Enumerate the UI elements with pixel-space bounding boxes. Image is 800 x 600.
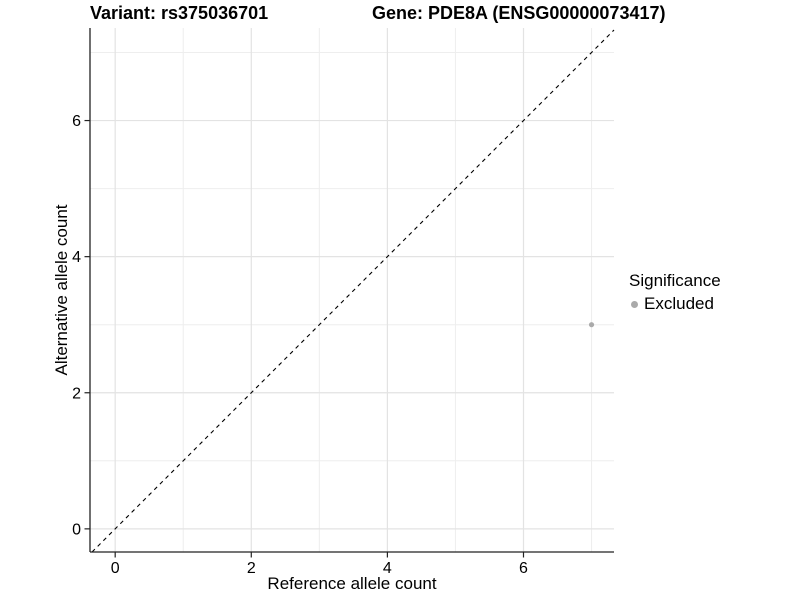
y-tick-label: 2 — [72, 385, 81, 402]
x-tick-label: 4 — [383, 560, 392, 577]
legend-point-icon — [631, 300, 638, 308]
legend: Significance Excluded — [629, 271, 721, 314]
y-tick-label: 4 — [72, 249, 81, 266]
x-tick-label: 0 — [111, 560, 120, 577]
x-axis-title: Reference allele count — [267, 574, 437, 593]
legend-title: Significance — [629, 271, 721, 290]
plot-title-variant: Variant: rs375036701 — [90, 3, 269, 23]
legend-item-excluded: Excluded — [629, 294, 721, 314]
x-tick-label: 2 — [247, 560, 256, 577]
x-tick-label: 6 — [519, 560, 528, 577]
identity-dashed-line — [91, 29, 615, 553]
y-axis-title: Alternative allele count — [52, 204, 71, 376]
y-tick-label: 0 — [72, 521, 81, 538]
data-point-excluded — [588, 322, 595, 328]
y-tick-label: 6 — [72, 113, 81, 130]
legend-item-label: Excluded — [644, 294, 714, 313]
plot-title-gene: Gene: PDE8A (ENSG00000073417) — [372, 3, 666, 23]
